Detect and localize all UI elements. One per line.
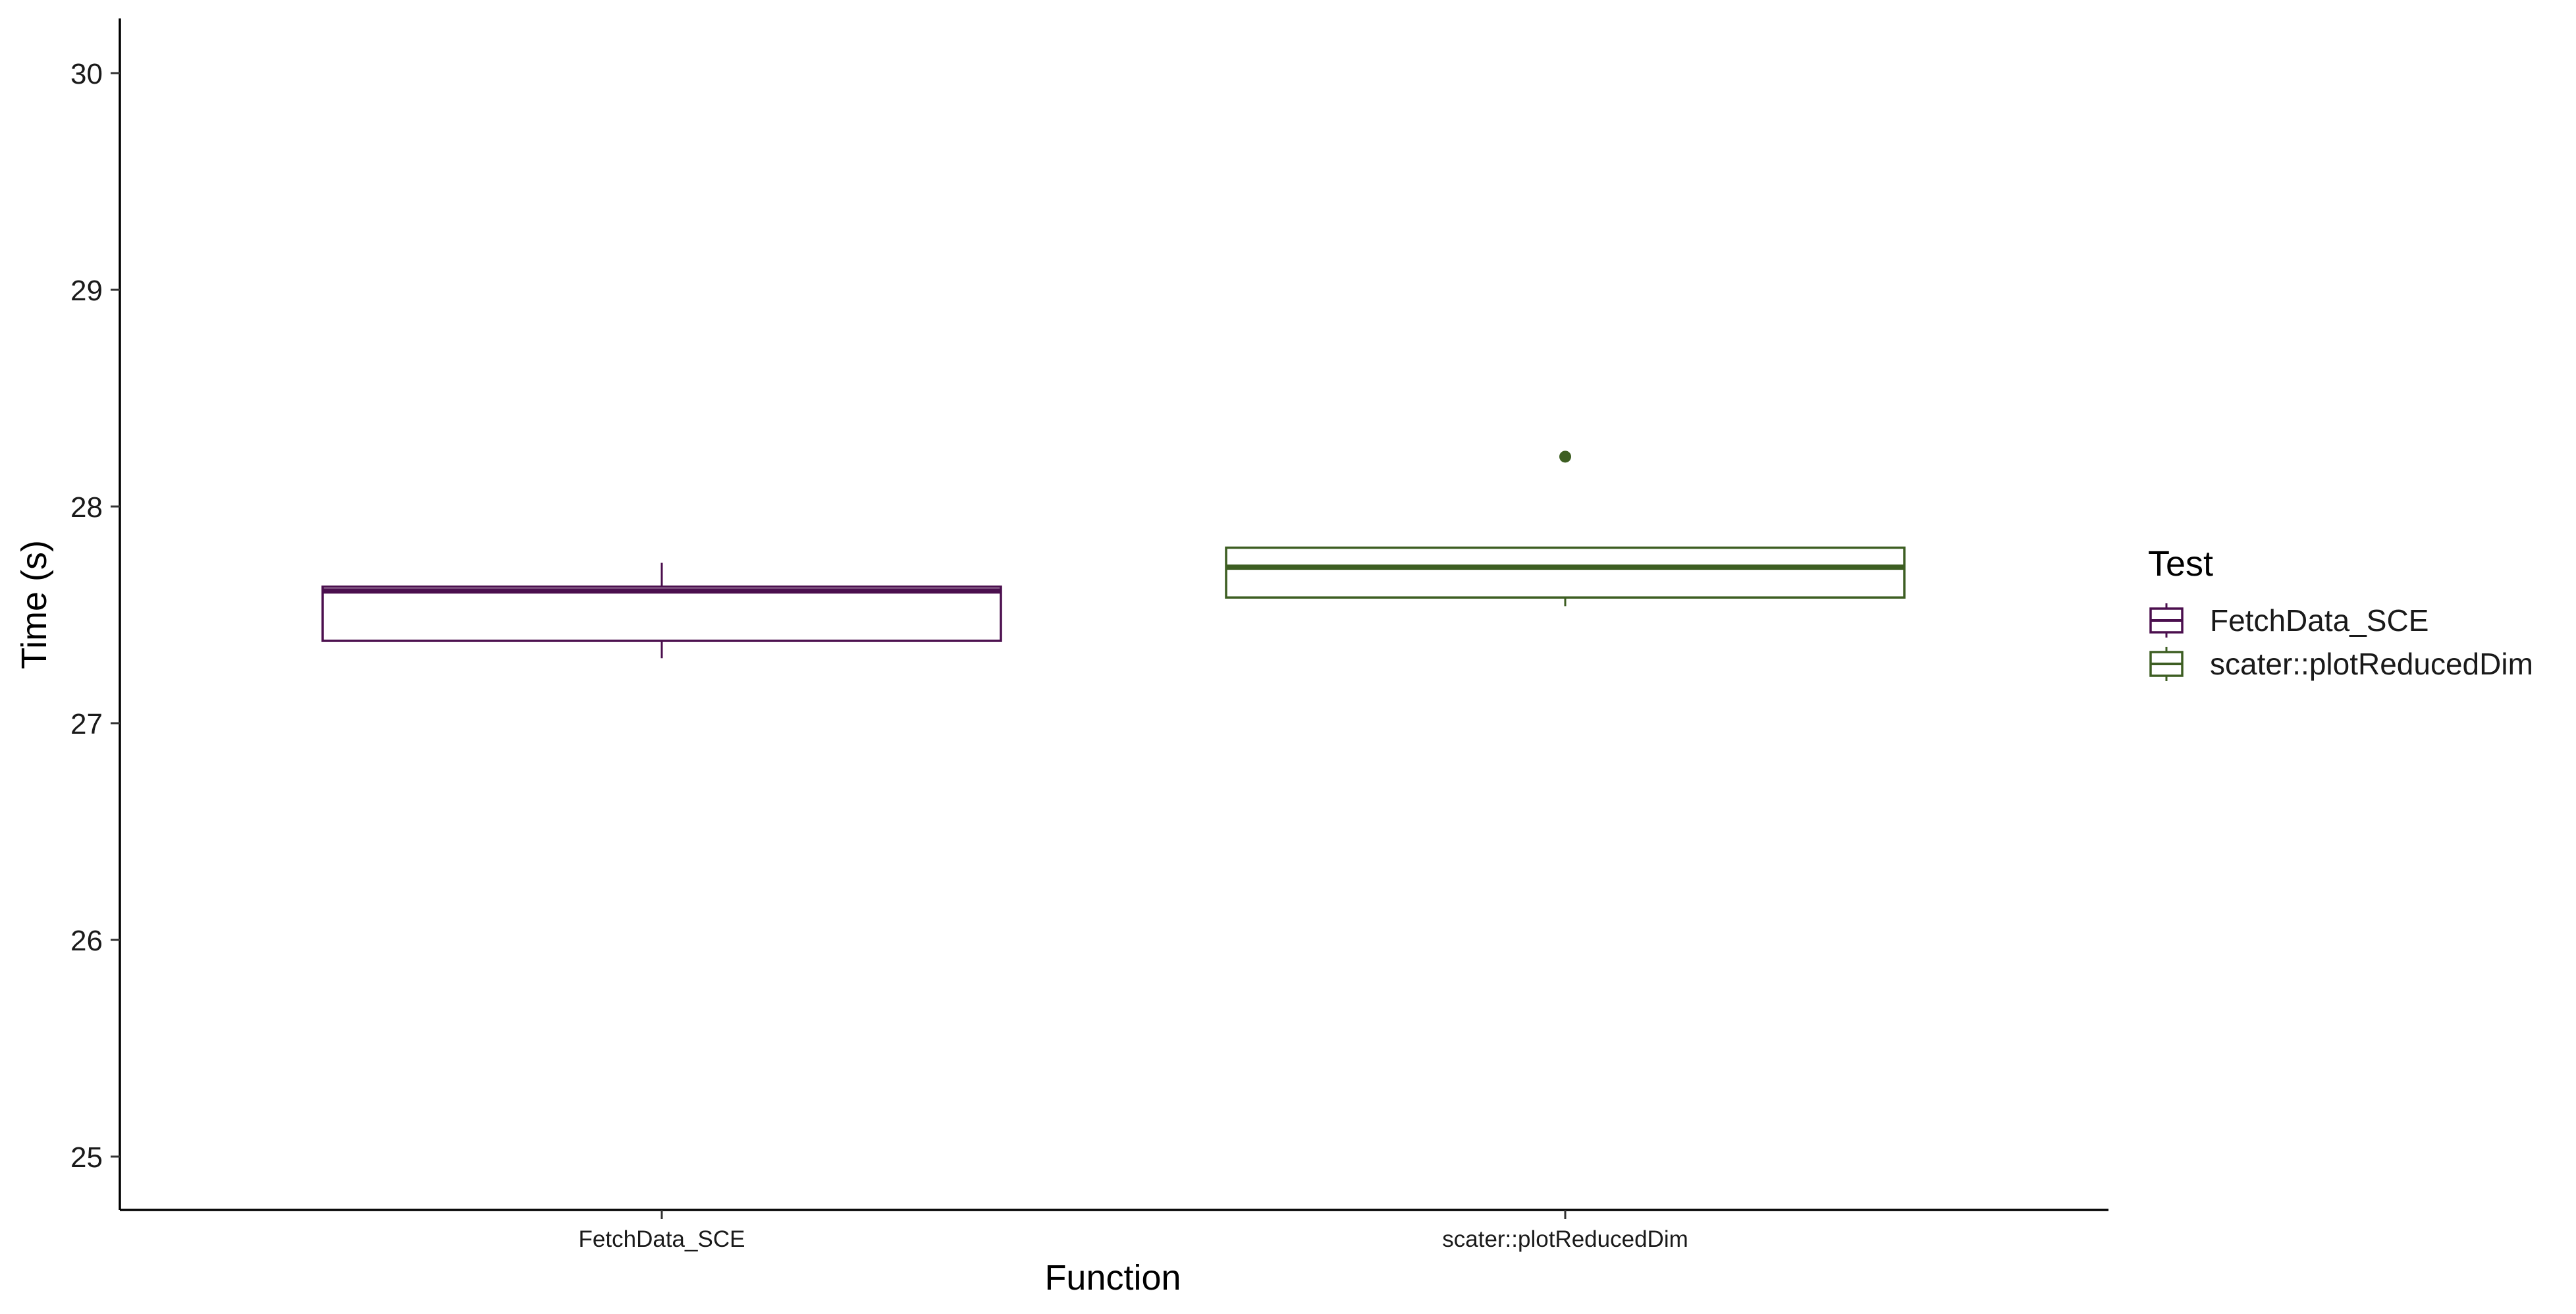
y-axis: 25 26 27 28 29 30 [70,18,121,1210]
y-axis-title: Time (s) [14,540,54,669]
x-axis-title: Function [1044,1258,1181,1298]
x-axis: FetchData_SCE scater::plotReducedDim [120,1209,2108,1252]
box-1 [321,562,1002,659]
legend-key [2149,603,2184,638]
outlier-point [1559,451,1571,463]
y-tick-label: 25 [70,1141,103,1174]
x-tick-label: scater::plotReducedDim [1442,1226,1688,1252]
legend-key [2149,647,2184,681]
legend-label: FetchData_SCE [2210,603,2428,638]
y-tick-label: 26 [70,925,103,957]
legend-title: Test [2148,544,2213,584]
y-tick-label: 28 [70,491,103,524]
box-2 [1225,451,1906,607]
legend-label: scater::plotReducedDim [2210,647,2533,681]
plot-area [321,451,1906,659]
box-body [321,585,1002,642]
x-tick-label: FetchData_SCE [579,1226,745,1252]
legend-item-2: scater::plotReducedDim [2149,647,2533,681]
legend-item-1: FetchData_SCE [2149,603,2428,638]
y-tick-label: 30 [70,58,103,90]
y-tick-label: 27 [70,708,103,740]
y-tick-label: 29 [70,275,103,307]
box-body [1225,546,1906,599]
